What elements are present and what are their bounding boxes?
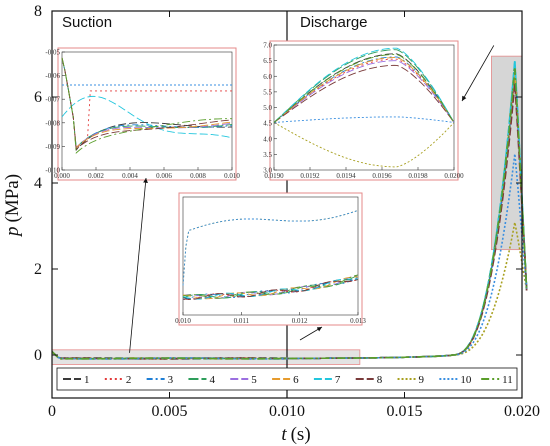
inset-series-suction-2 [61, 57, 232, 150]
inset-series-suction-11 [61, 57, 232, 154]
legend-label-8: 8 [377, 374, 383, 386]
phase-label-suction: Suction [62, 14, 112, 31]
inset-y-tick-label: 5.0 [263, 104, 272, 112]
legend-label-1: 1 [84, 374, 90, 386]
inset-x-tick-label: 0.0192 [300, 172, 320, 180]
inset-x-tick-label: 0.008 [190, 172, 206, 180]
inset-y-tick-label: 5.5 [263, 88, 272, 96]
y-tick-label: 8 [34, 3, 42, 20]
x-axis-title: t (s) [281, 424, 310, 445]
inset-x-tick-label: 0.004 [122, 172, 138, 180]
inset-x-tick-label: 0.010 [224, 172, 240, 180]
inset-series-suction-1 [61, 57, 233, 152]
inset-series-suction-5 [61, 57, 233, 149]
inset-x-tick-label: 0.013 [350, 317, 366, 325]
inset-x-tick-label: 0.000 [54, 172, 70, 180]
inset-x-tick-label: 0.0196 [372, 172, 392, 180]
inset-y-tick-label: 4.0 [263, 135, 272, 143]
inset-x-tick-label: 0.0200 [444, 172, 464, 180]
inset-y-tick-label: -0.07 [45, 96, 60, 104]
inset-y-tick-label: 4.5 [263, 120, 272, 128]
y-axis-unit: (MPa) [2, 174, 23, 223]
x-tick-label: 0.015 [387, 403, 423, 420]
inset-y-tick-label: 7.0 [263, 42, 272, 50]
x-axis-unit: (s) [291, 424, 311, 445]
phase-label-discharge: Discharge [300, 14, 368, 31]
inset-x-tick-label: 0.0198 [408, 172, 428, 180]
x-axis-variable: t [281, 424, 287, 445]
inset-discharge: 0.0190 0.0192 0.0194 0.0196 0.0198 0.0200 7.0 6… [263, 40, 464, 181]
main-plot-area [51, 59, 528, 360]
legend-label-4: 4 [209, 374, 215, 386]
inset-y-tick-label: -0.05 [45, 49, 60, 57]
inset-y-tick-label: -0.08 [45, 119, 60, 127]
inset-x-tick-label: 0.0194 [336, 172, 356, 180]
inset-series-suction-4 [61, 57, 233, 149]
inset-series-discharge-11 [273, 53, 455, 123]
inset-y-tick-label: 6.5 [263, 57, 272, 65]
y-tick-label: 2 [34, 261, 42, 278]
inset-series-transition-11 [182, 274, 359, 299]
inset-series-discharge-8 [273, 64, 455, 123]
y-tick-label: 4 [34, 175, 42, 192]
inset-y-tick-label: -0.09 [45, 143, 60, 151]
inset-transition: 0.010 0.011 0.012 0.013 [175, 192, 366, 326]
legend-label-5: 5 [251, 374, 257, 386]
x-tick-label: 0.020 [504, 403, 540, 420]
insets-layer: 0.000 0.002 0.004 0.006 0.008 0.010 -0.05 -0.06… [45, 40, 495, 353]
inset-x-tick-label: 0.0190 [264, 172, 284, 180]
inset-x-tick-label: 0.006 [156, 172, 172, 180]
inset-series-discharge-5 [273, 60, 455, 123]
inset-suction: 0.000 0.002 0.004 0.006 0.008 0.010 -0.05 -0.06… [45, 47, 240, 181]
inset-plot-discharge [273, 44, 455, 171]
x-tick-label: 0.010 [269, 403, 305, 420]
y-tick-label: 6 [34, 89, 42, 106]
inset-y-tick-label: 3.0 [263, 167, 272, 175]
inset-y-tick-label: -0.06 [45, 72, 60, 80]
inset-series-transition-10 [182, 209, 359, 286]
inset-y-tick-label: 3.5 [263, 151, 272, 159]
inset-series-discharge-2 [273, 58, 455, 123]
inset-y-tick-label: -0.10 [45, 167, 60, 175]
suction-zoom-region [51, 349, 361, 365]
inset-x-tick-label: 0.012 [292, 317, 308, 325]
legend-label-7: 7 [335, 374, 341, 386]
arrow-discharge [461, 45, 495, 102]
inset-series-transition-8 [182, 279, 359, 300]
arrow-transition [299, 326, 323, 341]
inset-series-discharge-6 [273, 57, 455, 123]
legend-label-2: 2 [126, 374, 131, 386]
inset-series-discharge-7 [273, 47, 455, 123]
legend-label-11: 11 [502, 374, 513, 386]
legend-label-9: 9 [419, 374, 425, 386]
inset-series-suction-8 [61, 57, 233, 151]
inset-x-tick-label: 0.002 [88, 172, 104, 180]
x-tick-label: 0 [48, 403, 56, 420]
inset-series-transition-7 [182, 278, 359, 300]
inset-plot-suction [61, 51, 233, 171]
inset-series-suction-7 [61, 95, 233, 139]
inset-y-tick-label: 6.0 [263, 73, 272, 81]
y-tick-label: 0 [34, 347, 42, 364]
series-line-11 [51, 68, 528, 360]
inset-series-transition-6 [182, 276, 359, 300]
legend-label-3: 3 [168, 374, 174, 386]
legend-label-6: 6 [293, 374, 299, 386]
arrow-suction [129, 177, 148, 353]
legend: 1 2 3 4 5 6 7 8 9 10 11 [56, 367, 518, 391]
inset-x-tick-label: 0.011 [234, 317, 250, 325]
legend-label-10: 10 [460, 374, 472, 386]
inset-series-discharge-4 [273, 49, 455, 123]
y-axis-title: p (MPa) [2, 174, 23, 238]
y-axis-variable: p [2, 227, 23, 239]
inset-x-tick-label: 0.010 [175, 317, 191, 325]
x-tick-label: 0.005 [152, 403, 188, 420]
